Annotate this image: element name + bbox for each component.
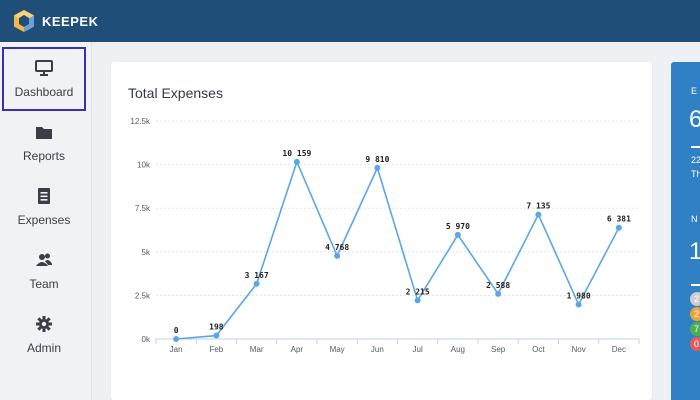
sidebar-item-reports[interactable]: Reports [0, 111, 88, 175]
summary-subtext: 22 [691, 155, 700, 165]
x-tick-label: Jun [371, 345, 384, 354]
series-line [176, 159, 620, 340]
x-tick-label: Feb [209, 345, 223, 354]
x-tick-label: Dec [612, 345, 626, 354]
data-label: 198 [209, 323, 224, 332]
data-label: 7 135 [526, 202, 550, 211]
data-label: 4 768 [325, 243, 349, 252]
data-point [414, 297, 421, 304]
data-label: 0 [174, 326, 179, 335]
summary-subtext: Th [691, 169, 700, 179]
document-icon [38, 188, 50, 204]
data-label: 2 588 [486, 281, 510, 290]
top-bar: KEEPEK [0, 0, 700, 42]
brand-name[interactable]: KEEPEK [42, 13, 99, 29]
summary-value: 6 [689, 106, 700, 133]
users-icon [36, 253, 52, 266]
data-label: 6 381 [607, 215, 631, 224]
data-label: 2 215 [406, 287, 430, 296]
count-badge: 2 [690, 292, 700, 306]
divider [691, 146, 700, 148]
count-badge: 7 [690, 322, 700, 336]
data-label: 1 980 [567, 291, 591, 300]
sidebar-item-team[interactable]: Team [0, 239, 88, 303]
data-point [575, 301, 582, 308]
card-title: Total Expenses [128, 85, 223, 101]
data-label: 9 810 [365, 155, 389, 164]
y-tick-label: 10k [137, 161, 151, 170]
sidebar-item-admin[interactable]: Admin [0, 303, 88, 367]
x-tick-label: May [330, 345, 345, 354]
data-label: 10 159 [282, 149, 311, 158]
folder-icon [36, 127, 52, 139]
y-tick-label: 5k [142, 248, 151, 257]
sidebar-item-label: Reports [22, 149, 66, 163]
sidebar: Dashboard Reports Expenses Team [0, 42, 92, 400]
count-badge: 0 [690, 337, 700, 351]
data-label: 5 970 [446, 222, 470, 231]
summary-label: E [691, 86, 698, 96]
y-tick-label: 0k [142, 335, 151, 344]
data-point [213, 332, 220, 339]
y-tick-label: 12.5k [130, 117, 151, 126]
data-point [454, 231, 461, 238]
data-point [615, 224, 622, 231]
data-point [374, 164, 381, 171]
keepek-logo-icon[interactable] [12, 9, 36, 33]
data-point [535, 211, 542, 218]
summary-value: 1 [689, 238, 700, 265]
x-tick-label: Mar [250, 345, 264, 354]
expenses-line-chart: 0k 2.5k 5k 7.5k 10k 12.5k Jan Feb Mar Apr May Jun Ju… [130, 117, 640, 354]
y-tick-label: 2.5k [135, 291, 151, 300]
data-point [334, 252, 341, 259]
total-expenses-card: Total Expenses 0k 2.5k 5k 7.5k 10k 12.5k Jan Fe… [111, 62, 652, 400]
y-tick-label: 7.5k [135, 204, 151, 213]
count-badge: 2 [690, 307, 700, 321]
x-tick-label: Jan [170, 345, 183, 354]
data-point [495, 290, 502, 297]
divider [691, 284, 700, 286]
x-tick-label: Jul [413, 345, 423, 354]
sidebar-item-label: Team [29, 277, 59, 291]
x-tick-label: Oct [532, 345, 545, 354]
sidebar-item-expenses[interactable]: Expenses [0, 175, 88, 239]
monitor-icon [35, 60, 53, 76]
data-point [293, 158, 300, 165]
summary-label: N [691, 214, 698, 224]
data-point [173, 336, 180, 342]
sidebar-item-dashboard[interactable]: Dashboard [2, 47, 86, 111]
gear-icon [36, 316, 52, 332]
x-tick-label: Sep [491, 345, 506, 354]
sidebar-item-label: Admin [26, 341, 61, 355]
sidebar-item-label: Dashboard [14, 85, 74, 99]
x-tick-label: Apr [291, 345, 304, 354]
x-tick-label: Nov [572, 345, 586, 354]
summary-panel: E 6 22 Th N 1 2 2 7 0 [671, 62, 700, 400]
data-point [253, 280, 260, 287]
x-tick-label: Aug [451, 345, 465, 354]
data-label: 3 167 [245, 271, 269, 280]
sidebar-item-label: Expenses [17, 213, 71, 227]
